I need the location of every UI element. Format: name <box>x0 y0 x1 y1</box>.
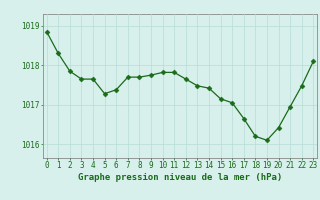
X-axis label: Graphe pression niveau de la mer (hPa): Graphe pression niveau de la mer (hPa) <box>78 173 282 182</box>
